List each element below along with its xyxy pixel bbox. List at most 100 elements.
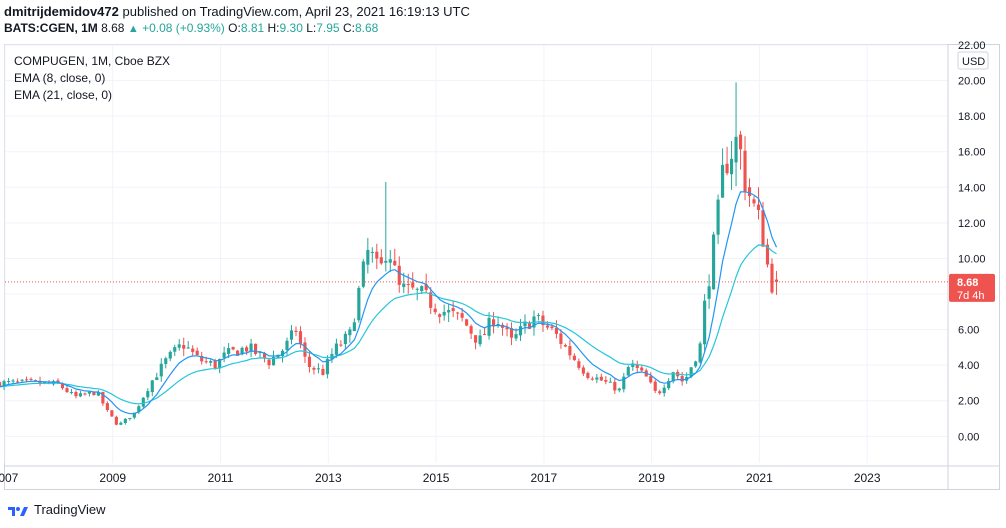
candle-body	[271, 357, 276, 366]
candle-body	[568, 346, 572, 356]
candle-body	[65, 388, 69, 393]
candle-body	[402, 283, 406, 287]
candle-body	[474, 335, 478, 343]
candle-body	[177, 344, 181, 348]
candle-body	[761, 210, 765, 247]
candle-body	[195, 350, 199, 355]
candle-body	[231, 346, 235, 350]
candle-body	[478, 335, 482, 345]
candle-body	[469, 326, 473, 334]
publish-info: dmitrijdemidov472 published on TradingVi…	[4, 4, 470, 19]
candle-body	[204, 361, 208, 363]
x-tick-label: 2009	[99, 471, 126, 485]
candle-body	[393, 260, 397, 266]
candle-body	[774, 279, 779, 282]
currency-label: USD	[962, 56, 985, 68]
y-tick-label: 4.00	[958, 360, 979, 372]
candle-body	[703, 300, 707, 345]
y-tick-label: 2.00	[958, 396, 979, 408]
candle-body	[2, 381, 6, 387]
candle-body	[182, 344, 186, 349]
price-change: +0.08 (+0.93%)	[142, 21, 225, 35]
candle-body	[608, 381, 612, 383]
candle-body	[581, 367, 585, 374]
candle-body	[707, 286, 711, 299]
candle-body	[24, 379, 29, 381]
candle-body	[159, 363, 163, 377]
candle-body	[168, 351, 172, 359]
symbol-info-line: BATS:CGEN, 1M 8.68 ▲ +0.08 (+0.93%) O:8.…	[4, 21, 378, 35]
candle-body	[415, 288, 419, 290]
candle-body	[60, 383, 65, 389]
candle-body	[527, 322, 532, 329]
candle-body	[424, 284, 428, 290]
candle-body	[491, 319, 496, 327]
x-tick-label: 2013	[315, 471, 342, 485]
x-tick-label: 2007	[0, 471, 19, 485]
candle-body	[316, 368, 321, 370]
close-label: C:	[342, 21, 355, 35]
candle-body	[514, 334, 518, 339]
candle-body	[164, 358, 168, 364]
candle-body	[689, 367, 693, 377]
candle-body	[662, 387, 666, 394]
candle-body	[29, 378, 33, 380]
candle-body	[487, 317, 491, 336]
candle-body	[20, 379, 24, 381]
low-label: L:	[306, 21, 317, 35]
candle-body	[213, 360, 217, 369]
ema-21-line	[0, 244, 777, 405]
change-up-icon: ▲	[127, 23, 139, 35]
candle-body	[635, 364, 639, 368]
candle-body	[258, 352, 262, 354]
candle-body	[348, 329, 352, 336]
candle-body	[7, 380, 11, 382]
legend-ema-21[interactable]: EMA (21, close, 0)	[14, 88, 113, 102]
candle-body	[105, 403, 109, 411]
candle-body	[550, 326, 554, 329]
candle-body	[83, 393, 87, 395]
low-value: 7.95	[316, 21, 340, 35]
open-value: 8.81	[240, 21, 265, 35]
candle-body	[96, 392, 100, 396]
author-name[interactable]: dmitrijdemidov472	[4, 4, 119, 19]
y-tick-label: 18.00	[958, 111, 986, 123]
candle-body	[92, 391, 96, 396]
candle-body	[752, 199, 756, 204]
high-value: 9.30	[279, 21, 303, 35]
current-price: 8.68	[101, 21, 125, 35]
currency-box	[957, 51, 989, 70]
candle-body	[397, 265, 401, 285]
footer-brand[interactable]: TradingView	[6, 502, 106, 517]
candle-body	[483, 333, 487, 335]
candle-body	[743, 150, 747, 192]
candle-body	[137, 406, 141, 413]
candle-body	[729, 158, 734, 175]
candle-body	[460, 313, 464, 318]
candle-body	[420, 286, 424, 292]
candle-body	[765, 244, 770, 265]
candle-body	[357, 287, 361, 321]
published-text: published on TradingView.com, April 23, …	[122, 4, 470, 19]
candle-body	[456, 312, 460, 314]
candle-body	[132, 412, 136, 418]
candle-body	[442, 311, 446, 316]
candle-body	[712, 234, 716, 290]
candle-body	[523, 321, 527, 327]
candle-body	[298, 331, 303, 344]
candle-body	[155, 377, 159, 380]
x-tick-label: 2011	[208, 471, 234, 485]
candle-body	[267, 359, 271, 366]
legend-ema-8[interactable]: EMA (8, close, 0)	[14, 71, 106, 85]
candle-body	[78, 393, 83, 397]
candle-body	[0, 382, 2, 387]
candle-body	[321, 368, 325, 375]
candle-body	[586, 372, 590, 379]
candle-body	[339, 344, 343, 346]
candle-body	[716, 199, 720, 235]
candle-body	[653, 381, 657, 391]
candle-body	[505, 327, 509, 330]
legend-symbol-title[interactable]: COMPUGEN, 1M, Cboe BZX	[14, 54, 171, 68]
x-tick-label: 2015	[423, 471, 450, 485]
